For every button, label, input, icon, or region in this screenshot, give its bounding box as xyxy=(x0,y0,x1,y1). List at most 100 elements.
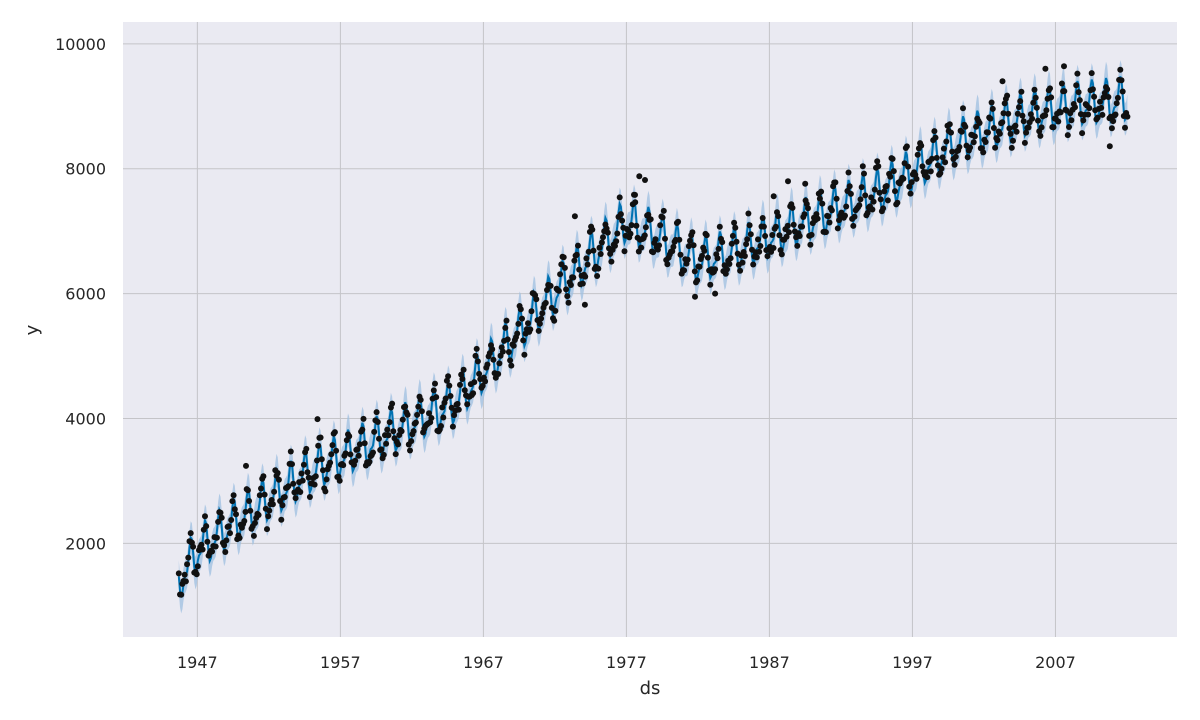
observed-point xyxy=(442,395,449,402)
observed-point xyxy=(760,223,767,230)
y-tick-label: 6000 xyxy=(65,285,106,304)
observed-point xyxy=(770,245,777,251)
observed-point xyxy=(881,188,888,195)
x-tick-label: 1997 xyxy=(892,653,933,672)
observed-point xyxy=(900,175,907,182)
observed-point xyxy=(213,534,220,541)
observed-point xyxy=(252,520,258,526)
observed-point xyxy=(778,251,785,258)
observed-point xyxy=(962,123,969,130)
observed-point xyxy=(1033,104,1040,111)
observed-point xyxy=(870,198,877,205)
observed-point xyxy=(517,306,524,313)
observed-point xyxy=(445,373,452,380)
observed-point xyxy=(223,537,230,544)
observed-point xyxy=(884,197,891,204)
observed-point xyxy=(299,477,306,484)
observed-point xyxy=(1023,129,1030,136)
observed-point xyxy=(845,169,852,176)
observed-point xyxy=(951,161,958,168)
observed-point xyxy=(1072,104,1078,111)
observed-point xyxy=(783,233,790,240)
observed-point xyxy=(856,202,863,209)
observed-point xyxy=(864,209,871,216)
observed-point xyxy=(633,222,640,229)
observed-point xyxy=(999,119,1006,126)
observed-point xyxy=(627,230,634,237)
observed-point xyxy=(614,230,621,237)
observed-point xyxy=(582,273,589,280)
observed-point xyxy=(940,145,947,152)
observed-point xyxy=(712,290,719,297)
observed-point xyxy=(552,307,559,314)
observed-point xyxy=(203,523,210,530)
observed-point xyxy=(594,273,601,279)
observed-point xyxy=(298,470,305,477)
observed-point xyxy=(757,243,764,249)
observed-point xyxy=(964,154,971,161)
observed-point xyxy=(874,158,881,165)
observed-point xyxy=(662,235,668,242)
observed-point xyxy=(762,233,769,239)
observed-point xyxy=(608,258,615,265)
observed-point xyxy=(528,308,535,315)
observed-point xyxy=(352,457,359,464)
observed-point xyxy=(266,507,273,514)
observed-point xyxy=(826,219,833,226)
observed-point xyxy=(472,352,479,359)
observed-point xyxy=(570,274,577,281)
observed-point xyxy=(692,293,698,300)
observed-point xyxy=(571,213,578,220)
observed-point xyxy=(790,221,797,228)
observed-point xyxy=(932,134,939,141)
observed-point xyxy=(814,215,821,222)
observed-point xyxy=(992,144,999,151)
observed-point xyxy=(579,280,586,287)
observed-point xyxy=(807,241,814,248)
observed-point xyxy=(222,549,229,555)
observed-point xyxy=(428,415,435,421)
observed-point xyxy=(600,234,606,241)
observed-point xyxy=(642,224,649,231)
observed-point xyxy=(802,180,809,187)
observed-point xyxy=(520,337,527,344)
observed-point xyxy=(619,217,626,224)
observed-point xyxy=(432,380,438,387)
observed-point xyxy=(221,542,228,549)
observed-point xyxy=(985,129,991,136)
observed-point xyxy=(664,261,671,268)
observed-point xyxy=(1117,66,1124,73)
observed-point xyxy=(426,410,432,417)
observed-point xyxy=(229,498,236,505)
observed-point xyxy=(243,462,249,469)
observed-point xyxy=(567,282,574,288)
observed-point xyxy=(305,474,312,481)
observed-point xyxy=(318,456,325,463)
observed-point xyxy=(398,428,405,435)
observed-point xyxy=(675,218,682,225)
observed-point xyxy=(1010,137,1016,144)
observed-point xyxy=(261,491,268,498)
observed-point xyxy=(834,225,841,232)
observed-point xyxy=(217,509,224,516)
observed-point xyxy=(857,196,864,203)
observed-point xyxy=(454,400,461,407)
observed-point xyxy=(241,518,248,524)
observed-point xyxy=(225,523,232,530)
observed-point xyxy=(716,223,723,230)
observed-point xyxy=(1106,143,1113,150)
observed-point xyxy=(960,105,966,112)
observed-point xyxy=(759,215,766,221)
observed-point xyxy=(514,330,521,337)
observed-point xyxy=(474,358,481,365)
observed-point xyxy=(590,247,597,254)
observed-point xyxy=(818,188,825,195)
observed-point xyxy=(862,192,869,199)
observed-point xyxy=(726,261,733,267)
observed-point xyxy=(433,394,440,401)
observed-point xyxy=(1094,114,1101,121)
x-tick-label: 1977 xyxy=(606,653,647,672)
observed-point xyxy=(489,346,496,353)
observed-point xyxy=(412,419,419,426)
observed-point xyxy=(589,226,596,233)
